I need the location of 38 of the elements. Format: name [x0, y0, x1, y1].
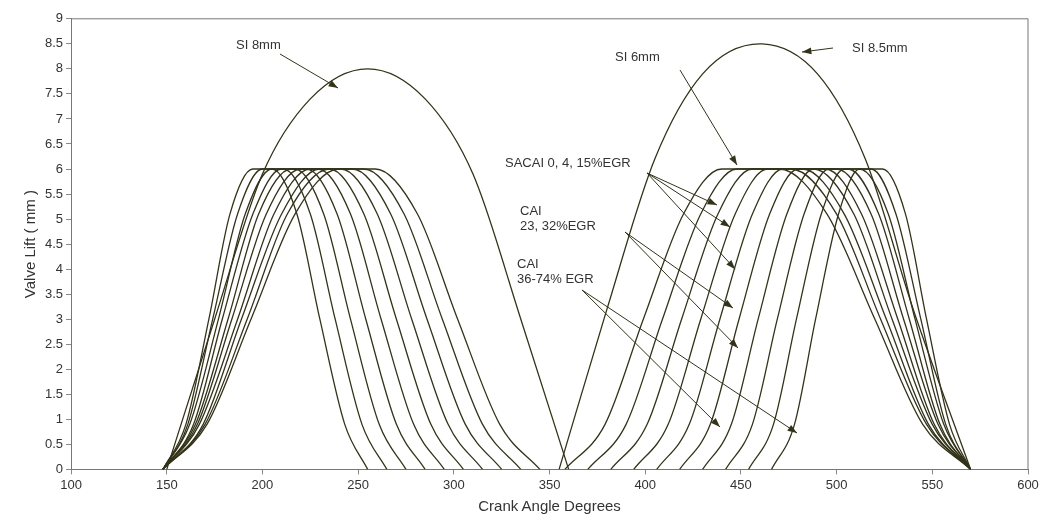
y-tick-label: 3.5 [44, 285, 64, 301]
y-tick-label: 4.5 [44, 235, 64, 251]
x-tick-label: 450 [730, 476, 752, 492]
x-tick-label: 100 [60, 476, 82, 492]
y-tick-label: 4 [55, 260, 64, 276]
x-tick-label: 200 [251, 476, 274, 492]
x-tick-label: 500 [825, 476, 848, 492]
x-tick-label: 550 [921, 476, 944, 492]
annotation: SI 8mm [236, 37, 281, 52]
x-tick-label: 300 [442, 476, 465, 492]
x-tick-label: 350 [538, 476, 561, 492]
x-tick-label: 250 [347, 476, 369, 492]
y-tick-label: 9 [55, 10, 64, 26]
x-axis-title: Crank Angle Degrees [478, 497, 621, 515]
y-tick-label: 8 [55, 60, 64, 76]
y-axis-title: Valve Lift ( mm ) [21, 190, 39, 299]
y-tick-label: 6 [55, 160, 64, 176]
x-tick-label: 600 [1017, 476, 1039, 492]
y-tick-label: 6.5 [44, 135, 64, 151]
annotation: SI 8.5mm [852, 40, 908, 55]
y-tick-label: 3 [55, 310, 64, 326]
y-tick-label: 7.5 [44, 85, 64, 101]
y-tick-label: 1.5 [44, 385, 64, 401]
x-tick-label: 400 [634, 476, 657, 492]
annotation: SI 6mm [615, 49, 660, 64]
annotation: SACAI 0, 4, 15%EGR [505, 155, 631, 170]
y-tick-label: 1 [55, 410, 64, 426]
y-tick-label: 5 [55, 210, 64, 226]
y-tick-label: 8.5 [44, 35, 64, 51]
y-tick-label: 2.5 [44, 335, 64, 351]
annotation: CAI 36-74% EGR [517, 256, 594, 286]
y-tick-label: 7 [55, 110, 64, 126]
y-tick-label: 5.5 [44, 185, 64, 201]
y-tick-label: 2 [55, 360, 64, 376]
x-tick-label: 150 [155, 476, 178, 492]
annotation: CAI 23, 32%EGR [520, 203, 596, 233]
y-tick-label: 0.5 [44, 435, 64, 451]
y-tick-label: 0 [55, 460, 64, 476]
